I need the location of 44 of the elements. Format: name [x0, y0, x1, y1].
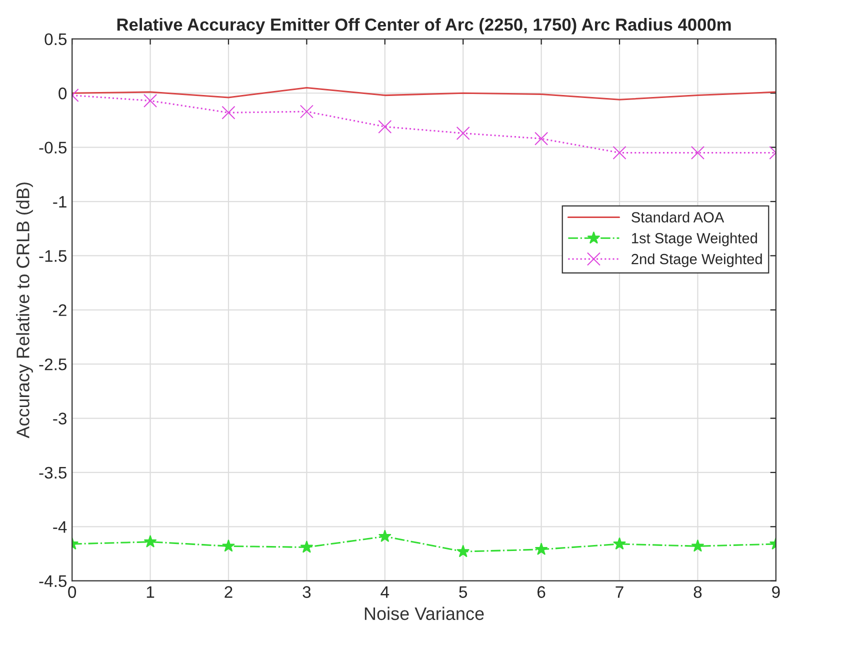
point: [378, 530, 392, 542]
x-tick-label: 4: [380, 586, 390, 598]
y-tick-label: -2.5: [39, 358, 67, 370]
point: [144, 94, 158, 108]
legend-label: 2nd Stage Weighted: [632, 254, 762, 268]
line-series: [72, 86, 776, 100]
x-tick-label: 5: [459, 586, 468, 598]
point: [534, 542, 548, 555]
legend-label: Standard AOA: [632, 212, 724, 222]
point: [300, 540, 314, 553]
point: [612, 146, 626, 160]
y-tick-label: -2: [53, 304, 66, 316]
x-tick-label: 3: [302, 586, 311, 598]
point: [534, 132, 548, 146]
point: [222, 539, 235, 552]
point: [691, 539, 704, 552]
y-tick-label: -0.5: [39, 142, 67, 154]
y-axis-title: Accuracy Relative to CRLB (dB): [16, 182, 33, 438]
point: [456, 544, 470, 558]
x-tick-label: 0: [68, 586, 76, 598]
point: [690, 146, 704, 160]
point: [144, 535, 157, 548]
x-axis-title: Noise Variance: [364, 606, 484, 620]
x-tick-label: 9: [772, 586, 780, 598]
point: [300, 104, 314, 118]
x-tick-label: 6: [538, 586, 546, 598]
x-tick-label: 8: [694, 586, 702, 598]
point: [222, 106, 236, 120]
y-tick-label: 0.5: [44, 33, 67, 46]
x-tick-label: 1: [146, 586, 154, 598]
legend-label: 1st Stage Weighted: [632, 232, 757, 246]
y-tick-label: -3: [53, 412, 66, 424]
point: [378, 120, 392, 134]
point: [456, 126, 470, 140]
x-tick-label: 7: [616, 586, 624, 598]
point: [613, 537, 626, 550]
x-tick-label: 2: [224, 586, 232, 598]
y-tick-label: -1: [53, 196, 66, 208]
y-tick-label: -4.5: [39, 575, 67, 588]
chart-title: Relative Accuracy Emitter Off Center of Arc (2250, 1750) Arc Radius 4000m: [117, 18, 731, 34]
y-tick-label: -3.5: [39, 466, 67, 479]
y-tick-label: -4: [53, 521, 67, 533]
y-tick-label: 0: [58, 88, 67, 100]
y-tick-label: -1.5: [39, 250, 67, 262]
